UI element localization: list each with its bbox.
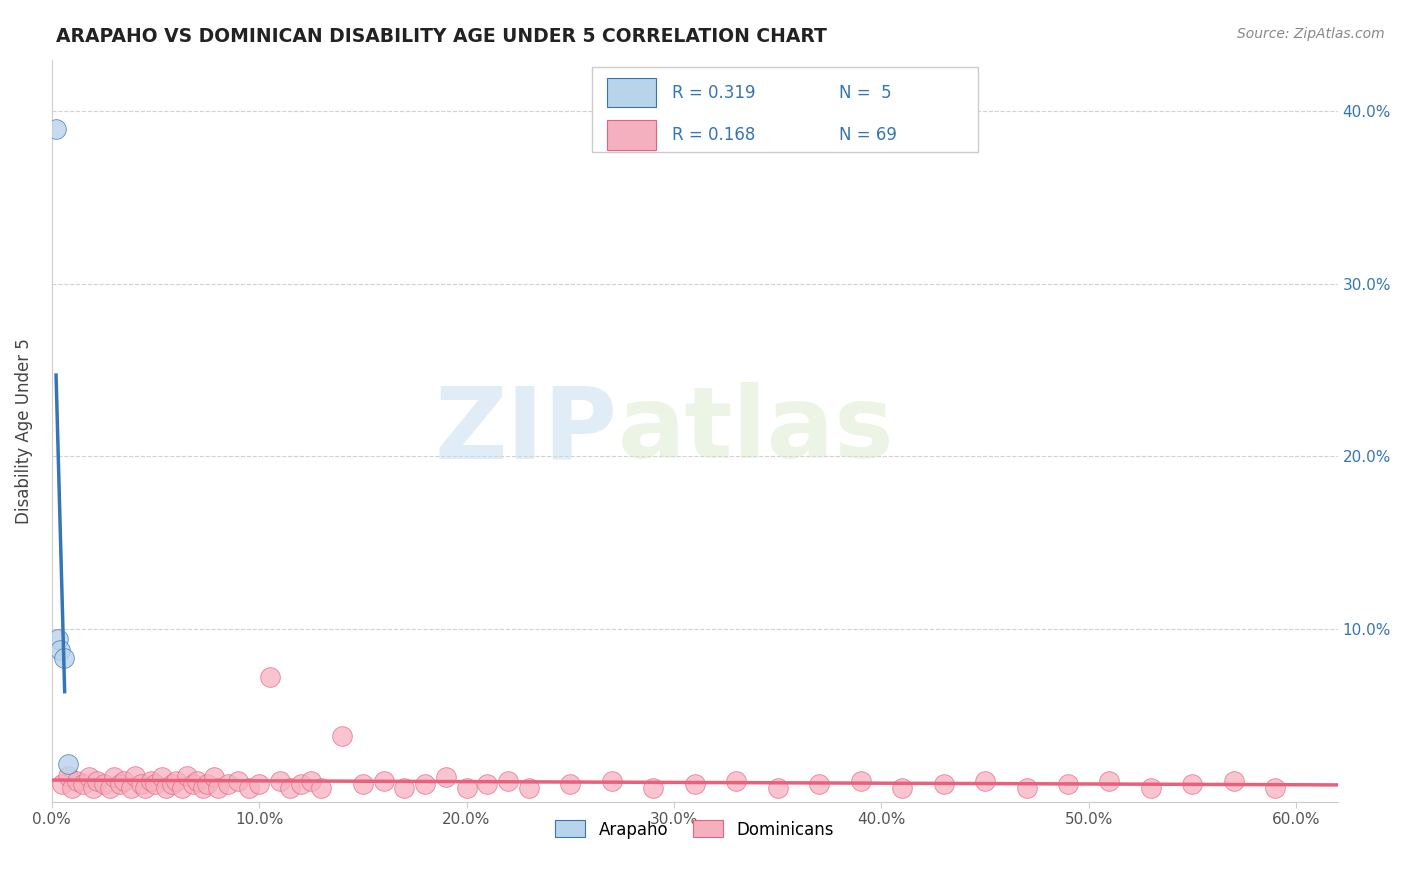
Point bbox=[134, 780, 156, 795]
Point bbox=[1015, 780, 1038, 795]
Point bbox=[290, 777, 312, 791]
Point bbox=[725, 773, 748, 788]
Point bbox=[120, 780, 142, 795]
Point bbox=[932, 777, 955, 791]
Point bbox=[299, 773, 322, 788]
Point bbox=[456, 780, 478, 795]
Point bbox=[600, 773, 623, 788]
Text: R = 0.319: R = 0.319 bbox=[672, 84, 755, 102]
Point bbox=[82, 780, 104, 795]
Point bbox=[974, 773, 997, 788]
Point bbox=[434, 771, 457, 785]
Point bbox=[77, 771, 100, 785]
Point bbox=[228, 773, 250, 788]
FancyBboxPatch shape bbox=[607, 78, 657, 107]
Point bbox=[330, 729, 353, 743]
Point bbox=[1181, 777, 1204, 791]
Point bbox=[683, 777, 706, 791]
Point bbox=[1264, 780, 1286, 795]
Point bbox=[269, 773, 291, 788]
Point bbox=[643, 780, 665, 795]
FancyBboxPatch shape bbox=[607, 120, 657, 150]
Point bbox=[259, 670, 281, 684]
Point bbox=[195, 777, 218, 791]
Text: R = 0.168: R = 0.168 bbox=[672, 127, 755, 145]
Point bbox=[66, 773, 89, 788]
Point bbox=[112, 773, 135, 788]
Point bbox=[808, 777, 831, 791]
Point bbox=[1057, 777, 1080, 791]
Point bbox=[172, 780, 194, 795]
Point bbox=[155, 780, 177, 795]
Point bbox=[247, 777, 270, 791]
Point bbox=[1098, 773, 1121, 788]
Point bbox=[207, 780, 229, 795]
Point bbox=[160, 777, 183, 791]
Point bbox=[86, 773, 108, 788]
Point bbox=[517, 780, 540, 795]
Text: ARAPAHO VS DOMINICAN DISABILITY AGE UNDER 5 CORRELATION CHART: ARAPAHO VS DOMINICAN DISABILITY AGE UNDE… bbox=[56, 27, 827, 45]
Point bbox=[181, 777, 204, 791]
Point bbox=[45, 121, 67, 136]
Point bbox=[176, 769, 198, 783]
Point bbox=[62, 780, 84, 795]
Point bbox=[202, 771, 225, 785]
Point bbox=[413, 777, 436, 791]
Point bbox=[165, 773, 187, 788]
Point bbox=[186, 773, 208, 788]
Point bbox=[124, 769, 146, 783]
Point bbox=[278, 780, 301, 795]
Point bbox=[560, 777, 582, 791]
Y-axis label: Disability Age Under 5: Disability Age Under 5 bbox=[15, 338, 32, 524]
Point bbox=[51, 777, 73, 791]
Point bbox=[58, 756, 80, 771]
Text: atlas: atlas bbox=[617, 382, 894, 479]
Point bbox=[849, 773, 872, 788]
Point bbox=[98, 780, 121, 795]
Point bbox=[150, 771, 173, 785]
Point bbox=[217, 777, 239, 791]
Point bbox=[191, 780, 214, 795]
Point bbox=[108, 777, 131, 791]
Point bbox=[311, 780, 333, 795]
Point bbox=[145, 777, 167, 791]
Point bbox=[766, 780, 789, 795]
Point bbox=[891, 780, 914, 795]
Point bbox=[72, 777, 94, 791]
Point bbox=[49, 642, 72, 657]
Point bbox=[477, 777, 499, 791]
Text: N = 69: N = 69 bbox=[839, 127, 897, 145]
Point bbox=[1140, 780, 1163, 795]
Point bbox=[93, 777, 115, 791]
Point bbox=[352, 777, 374, 791]
Point bbox=[53, 651, 76, 665]
Point bbox=[496, 773, 519, 788]
Point bbox=[103, 771, 125, 785]
Point bbox=[58, 769, 80, 783]
Text: N =  5: N = 5 bbox=[839, 84, 891, 102]
Point bbox=[373, 773, 395, 788]
Legend: Arapaho, Dominicans: Arapaho, Dominicans bbox=[548, 814, 841, 846]
Point bbox=[141, 773, 163, 788]
Text: Source: ZipAtlas.com: Source: ZipAtlas.com bbox=[1237, 27, 1385, 41]
Point bbox=[46, 632, 69, 647]
Point bbox=[238, 780, 260, 795]
Point bbox=[394, 780, 416, 795]
Point bbox=[129, 777, 152, 791]
Text: ZIP: ZIP bbox=[434, 382, 617, 479]
Point bbox=[1223, 773, 1246, 788]
FancyBboxPatch shape bbox=[592, 67, 977, 153]
